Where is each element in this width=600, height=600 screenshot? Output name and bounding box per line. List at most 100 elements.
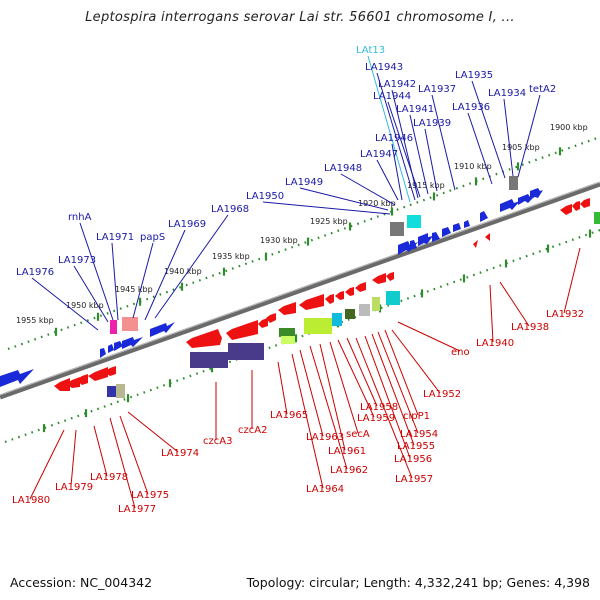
gene-arrow[interactable]	[560, 204, 572, 215]
gene-box[interactable]	[509, 176, 518, 190]
gene-label-la1932[interactable]: LA1932	[546, 309, 584, 320]
gene-label-la1976[interactable]: LA1976	[16, 267, 54, 278]
gene-box[interactable]	[228, 343, 264, 360]
gene-label-la1958[interactable]: LA1958	[360, 402, 398, 413]
gene-arrow[interactable]	[226, 320, 258, 340]
gene-arrow[interactable]	[0, 369, 34, 387]
gene-box[interactable]	[116, 384, 125, 398]
gene-label-la1949[interactable]: LA1949	[285, 177, 323, 188]
gene-label-la1938[interactable]: LA1938	[511, 322, 549, 333]
gene-arrow[interactable]	[325, 294, 334, 304]
gene-label-la1935[interactable]: LA1935	[455, 70, 493, 81]
gene-arrow[interactable]	[572, 201, 580, 211]
gene-box[interactable]	[122, 317, 138, 331]
gene-arrow[interactable]	[464, 220, 470, 228]
gene-arrow[interactable]	[500, 199, 520, 212]
gene-arrow[interactable]	[150, 322, 175, 337]
gene-arrow[interactable]	[76, 374, 88, 385]
gene-label-la1947[interactable]: LA1947	[360, 149, 398, 160]
rna-feature-box[interactable]	[390, 222, 404, 236]
gene-label-la1954[interactable]: LA1954	[400, 429, 438, 440]
gene-arrow[interactable]	[54, 378, 70, 391]
gene-label-la1955[interactable]: LA1955	[397, 441, 435, 452]
gene-label-la1964[interactable]: LA1964	[306, 484, 344, 495]
gene-label-la1937[interactable]: LA1937	[418, 84, 456, 95]
gene-label-la1956[interactable]: LA1956	[394, 454, 432, 465]
gene-arrow[interactable]	[104, 366, 116, 376]
gene-label-la1974[interactable]: LA1974	[161, 448, 199, 459]
gene-label-teta2[interactable]: tetA2	[529, 84, 556, 95]
gene-arrow[interactable]	[88, 367, 108, 381]
gene-label-la1941[interactable]: LA1941	[396, 104, 434, 115]
gene-box[interactable]	[372, 297, 380, 311]
gene-label-la1971[interactable]: LA1971	[96, 232, 134, 243]
gene-label-la1968[interactable]: LA1968	[211, 204, 249, 215]
gene-label-la1979[interactable]: LA1979	[55, 482, 93, 493]
gene-arrow[interactable]	[480, 211, 488, 222]
gene-arrow[interactable]	[355, 282, 366, 292]
gene-label-seca[interactable]: secA	[346, 429, 370, 440]
gene-label-la1959[interactable]: LA1959	[357, 413, 395, 424]
gene-arrow[interactable]	[580, 198, 590, 208]
gene-label-la1942[interactable]: LA1942	[378, 79, 416, 90]
gene-arrow[interactable]	[410, 240, 417, 250]
gene-box[interactable]	[281, 336, 295, 344]
gene-label-czca3[interactable]: czcA3	[203, 436, 232, 447]
gene-box[interactable]	[594, 212, 600, 224]
gene-arrow[interactable]	[345, 287, 354, 296]
gene-label-la1961[interactable]: LA1961	[328, 446, 366, 457]
gene-label-la1934[interactable]: LA1934	[488, 88, 526, 99]
gene-box[interactable]	[110, 320, 117, 334]
gene-box[interactable]	[107, 386, 116, 397]
gene-arrow[interactable]	[100, 348, 106, 358]
gene-arrow[interactable]	[108, 344, 114, 353]
gene-box[interactable]	[304, 318, 332, 334]
gene-label-la1973[interactable]: LA1973	[58, 255, 96, 266]
gene-label-paps[interactable]: papS	[140, 232, 165, 243]
gene-arrow[interactable]	[278, 302, 296, 315]
gene-label-la1962[interactable]: LA1962	[330, 465, 368, 476]
gene-label-eno[interactable]: eno	[451, 347, 470, 358]
gene-box[interactable]	[386, 291, 400, 305]
gene-label-la1944[interactable]: LA1944	[373, 91, 411, 102]
gene-label-la1946[interactable]: LA1946	[375, 133, 413, 144]
gene-label-clpp1[interactable]: clpP1	[403, 411, 430, 422]
gene-arrow[interactable]	[432, 232, 440, 242]
gene-label-la1978[interactable]: LA1978	[90, 472, 128, 483]
gene-label-lat13[interactable]: LAt13	[356, 45, 385, 56]
gene-label-la1965[interactable]: LA1965	[270, 410, 308, 421]
gene-arrow[interactable]	[530, 188, 543, 199]
gene-label-la1936[interactable]: LA1936	[452, 102, 490, 113]
gene-label-la1975[interactable]: LA1975	[131, 490, 169, 501]
gene-label-la1977[interactable]: LA1977	[118, 504, 156, 515]
gene-arrow[interactable]	[386, 272, 394, 281]
gene-label-la1940[interactable]: LA1940	[476, 338, 514, 349]
gene-arrow[interactable]	[258, 318, 268, 328]
gene-label-rnha[interactable]: rnhA	[68, 212, 92, 223]
gene-arrow[interactable]	[299, 294, 324, 310]
gene-arrow[interactable]	[442, 227, 451, 237]
gene-arrow[interactable]	[122, 337, 143, 349]
gene-box[interactable]	[190, 352, 228, 368]
gene-box[interactable]	[359, 304, 370, 316]
gene-label-la1952[interactable]: LA1952	[423, 389, 461, 400]
gene-box[interactable]	[345, 309, 355, 319]
gene-label-la1943[interactable]: LA1943	[365, 62, 403, 73]
gene-arrow[interactable]	[453, 223, 461, 232]
gene-label-la1957[interactable]: LA1957	[395, 474, 433, 485]
gene-arrow[interactable]	[266, 313, 276, 323]
gene-box[interactable]	[332, 313, 342, 326]
gene-box[interactable]	[279, 328, 295, 337]
gene-label-czca2[interactable]: czcA2	[238, 425, 267, 436]
rna-feature-box[interactable]	[407, 215, 421, 228]
gene-arrow[interactable]	[186, 329, 222, 348]
gene-label-la1939[interactable]: LA1939	[413, 118, 451, 129]
gene-arrow[interactable]	[485, 233, 490, 241]
gene-arrow[interactable]	[114, 341, 123, 351]
gene-label-la1948[interactable]: LA1948	[324, 163, 362, 174]
gene-arrow[interactable]	[335, 291, 344, 300]
gene-label-la1963[interactable]: LA1963	[306, 432, 344, 443]
gene-arrow[interactable]	[372, 273, 386, 284]
gene-arrow[interactable]	[418, 233, 433, 246]
gene-label-la1969[interactable]: LA1969	[168, 219, 206, 230]
